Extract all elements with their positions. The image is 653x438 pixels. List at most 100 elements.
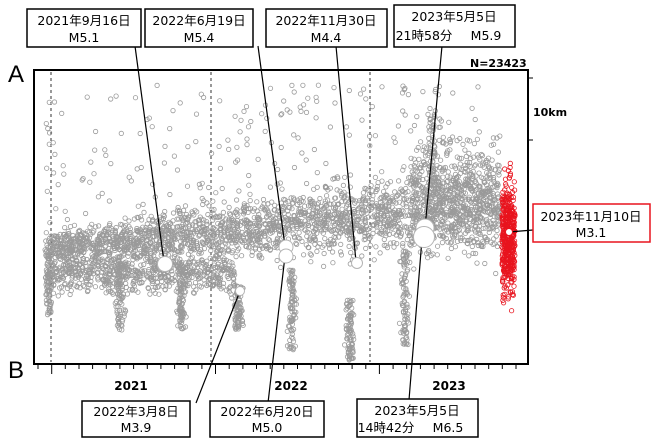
hypocenter-point — [140, 268, 146, 275]
recent-hypocenter-point — [504, 271, 510, 277]
hypocenter-point — [383, 193, 389, 199]
hypocenter-point — [490, 171, 496, 177]
leader-line-2023-05-05-1442 — [408, 238, 423, 401]
hypocenter-point — [194, 272, 200, 278]
hypocenter-point — [211, 232, 217, 238]
hypocenter-point — [187, 234, 193, 240]
hypocenter-point — [327, 237, 334, 243]
hypocenter-point — [402, 254, 409, 260]
hypocenter-point — [420, 199, 426, 205]
hypocenter-point — [483, 157, 489, 163]
hypocenter-point — [373, 222, 380, 228]
hypocenter-point — [359, 253, 365, 259]
axis-end-label: B — [8, 357, 24, 384]
hypocenter-point — [359, 214, 365, 220]
hypocenter-point — [381, 236, 387, 243]
hypocenter-point — [88, 278, 94, 284]
hypocenter-point — [246, 182, 252, 188]
hypocenter-point — [430, 183, 436, 189]
hypocenter-point — [427, 105, 433, 112]
callout-2022-06-19: 2022年6月19日 M5.4 — [144, 8, 254, 48]
hypocenter-point — [471, 238, 477, 244]
hypocenter-point — [340, 182, 346, 188]
recent-hypocenter-point — [506, 175, 512, 181]
hypocenter-point — [405, 189, 411, 195]
hypocenter-point — [177, 100, 183, 106]
hypocenter-point — [372, 204, 378, 210]
hypocenter-point — [133, 275, 140, 281]
hypocenter-point — [141, 209, 147, 215]
hypocenter-point — [81, 258, 87, 264]
hypocenter-point — [258, 206, 264, 212]
hypocenter-point — [44, 253, 51, 259]
hypocenter-point — [346, 329, 352, 335]
hypocenter-point — [122, 223, 129, 229]
hypocenter-point — [91, 240, 97, 246]
hypocenter-point — [450, 235, 457, 241]
hypocenter-point — [193, 111, 200, 117]
hypocenter-point — [90, 263, 97, 270]
hypocenter-point — [412, 164, 418, 170]
event-2021-09-16 — [157, 256, 173, 272]
hypocenter-point — [281, 196, 287, 202]
hypocenter-point — [293, 240, 299, 246]
hypocenter-point — [430, 159, 436, 165]
hypocenter-point — [460, 223, 467, 229]
hypocenter-point — [437, 157, 444, 163]
hypocenter-point — [284, 343, 291, 349]
hypocenter-point — [162, 143, 168, 149]
hypocenter-point — [119, 287, 125, 293]
hypocenter-point — [161, 160, 167, 166]
hypocenter-point — [331, 241, 338, 247]
hypocenter-point — [179, 300, 185, 307]
hypocenter-point — [116, 324, 122, 330]
hypocenter-point — [306, 212, 312, 219]
hypocenter-point — [357, 91, 364, 97]
hypocenter-point — [56, 265, 62, 271]
hypocenter-point — [180, 272, 186, 278]
hypocenter-point — [490, 141, 497, 147]
hypocenter-point — [211, 281, 217, 287]
hypocenter-point — [287, 286, 293, 292]
hypocenter-point — [154, 247, 160, 253]
recent-hypocenter-point — [507, 205, 513, 212]
hypocenter-point — [149, 124, 155, 130]
hypocenter-point — [124, 237, 130, 243]
hypocenter-point — [404, 258, 411, 265]
hypocenter-point — [481, 240, 487, 246]
hypocenter-point — [475, 84, 481, 90]
hypocenter-point — [295, 209, 302, 215]
hypocenter-point — [454, 154, 460, 160]
hypocenter-point — [397, 258, 403, 265]
hypocenter-point — [122, 228, 128, 234]
hypocenter-point — [490, 241, 496, 247]
hypocenter-point — [245, 229, 251, 235]
hypocenter-point — [488, 187, 494, 194]
hypocenter-point — [326, 242, 332, 248]
hypocenter-point — [302, 203, 308, 209]
recent-hypocenter-point — [501, 268, 507, 274]
hypocenter-point — [190, 239, 197, 245]
hypocenter-point — [238, 117, 244, 123]
hypocenter-point — [179, 270, 185, 276]
hypocenter-point — [447, 206, 454, 212]
hypocenter-point — [346, 236, 353, 242]
event-2022-03-08 — [235, 286, 245, 296]
hypocenter-point — [477, 157, 483, 163]
hypocenter-point — [334, 187, 340, 193]
hypocenter-point — [57, 231, 63, 237]
hypocenter-point — [338, 241, 344, 247]
hypocenter-point — [236, 299, 242, 305]
hypocenter-point — [288, 287, 295, 293]
hypocenter-point — [290, 346, 296, 353]
hypocenter-point — [166, 229, 172, 235]
hypocenter-point — [170, 245, 176, 251]
hypocenter-point — [102, 147, 108, 153]
hypocenter-point — [435, 92, 441, 98]
hypocenter-point — [330, 205, 337, 211]
hypocenter-point — [449, 197, 455, 203]
hypocenter-point — [367, 203, 373, 209]
callout-date: 2023年5月5日 — [374, 403, 459, 418]
hypocenter-point — [253, 228, 259, 234]
hypocenter-point — [363, 186, 369, 192]
